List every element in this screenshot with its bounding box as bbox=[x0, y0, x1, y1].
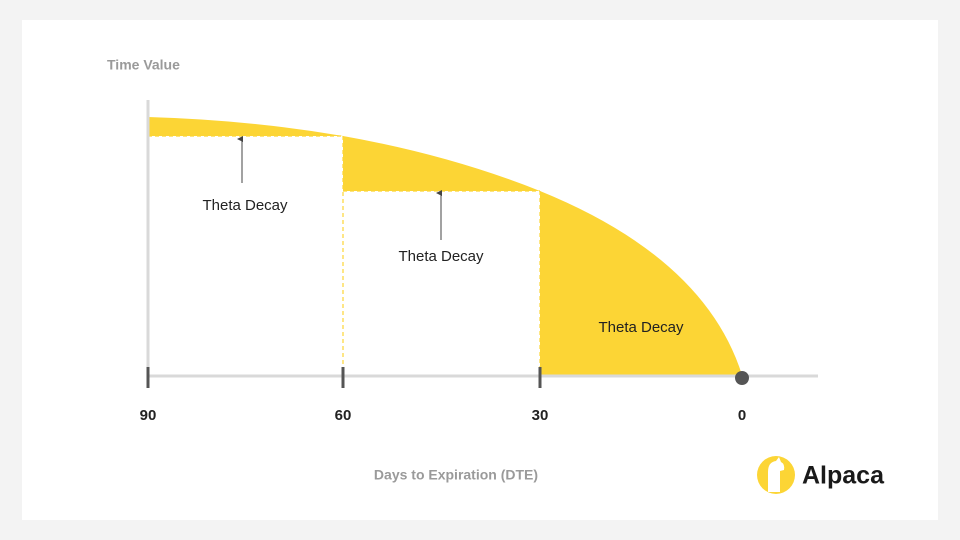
x-tick-label: 0 bbox=[738, 407, 746, 424]
x-tick-label: 30 bbox=[532, 407, 549, 424]
card bbox=[22, 20, 938, 520]
logo-text: Alpaca bbox=[802, 462, 885, 490]
x-tick-label: 90 bbox=[140, 407, 157, 424]
region-label: Theta Decay bbox=[598, 319, 684, 336]
region-label: Theta Decay bbox=[398, 248, 484, 265]
y-axis-label: Time Value bbox=[107, 57, 180, 73]
x-axis-label: Days to Expiration (DTE) bbox=[374, 467, 538, 483]
logo-llama bbox=[768, 457, 785, 492]
end-dot bbox=[735, 371, 749, 385]
region-label: Theta Decay bbox=[202, 197, 288, 214]
ticks bbox=[146, 367, 542, 388]
decay-region bbox=[343, 136, 540, 191]
decay-region bbox=[148, 117, 343, 136]
decay-region bbox=[540, 191, 742, 375]
x-tick-label: 60 bbox=[335, 407, 352, 424]
